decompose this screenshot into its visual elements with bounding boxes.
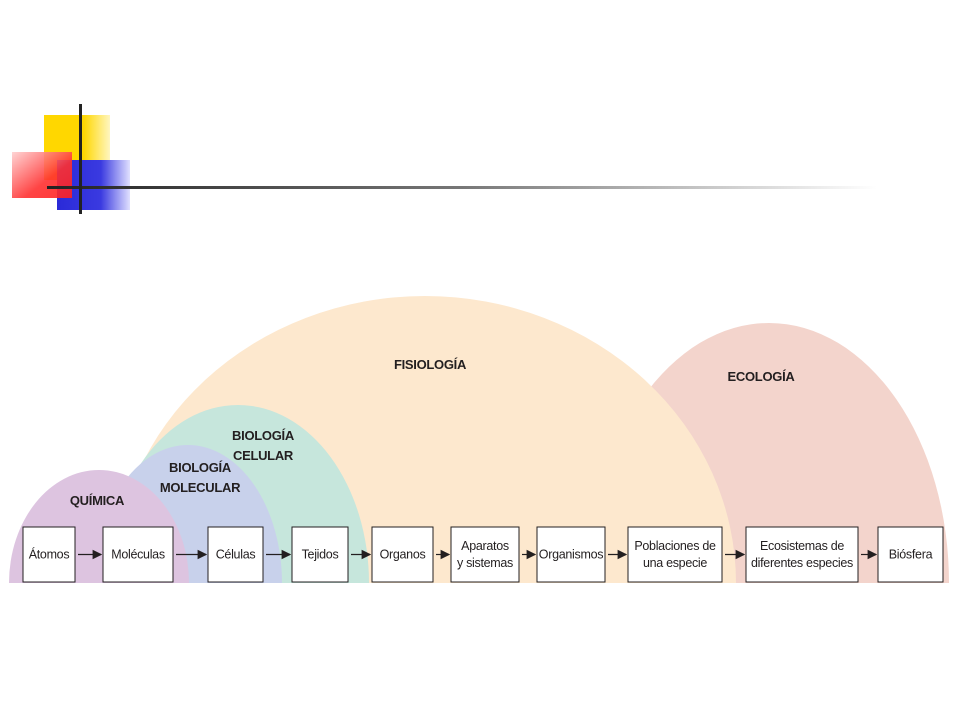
level-label: diferentes especies	[751, 556, 853, 570]
domain-label: CELULAR	[233, 448, 294, 463]
level-label: Aparatos	[461, 539, 509, 553]
level-label: Átomos	[29, 547, 70, 562]
level-box	[371, 526, 434, 583]
level-label: una especie	[643, 556, 707, 570]
level-boxes: Átomos Moléculas Células Tejidos Organos Apar…	[22, 526, 944, 583]
level-label: Ecosistemas de	[760, 539, 844, 553]
domain-label: FISIOLOGÍA	[394, 357, 467, 372]
level-box	[102, 526, 174, 583]
level-label: Poblaciones de	[634, 539, 716, 553]
level-box	[207, 526, 264, 583]
domain-label: BIOLOGÍA	[232, 428, 295, 443]
decoration	[12, 104, 877, 214]
level-box	[291, 526, 349, 583]
domain-label: ECOLOGÍA	[728, 369, 796, 384]
domain-label: MOLECULAR	[160, 480, 241, 495]
level-label: Tejidos	[302, 548, 339, 562]
level-label: Organos	[380, 548, 426, 562]
level-box	[745, 526, 859, 583]
level-box	[877, 526, 944, 583]
level-box	[22, 526, 76, 583]
domain-label: QUÍMICA	[70, 493, 125, 508]
level-label: Moléculas	[111, 548, 165, 562]
level-label: Organismos	[539, 548, 603, 562]
level-box	[450, 526, 520, 583]
level-label: Células	[216, 548, 256, 562]
domain-label: BIOLOGÍA	[169, 460, 232, 475]
level-label: Biósfera	[889, 548, 933, 562]
level-box	[627, 526, 723, 583]
level-label: y sistemas	[457, 556, 513, 570]
level-box	[536, 526, 606, 583]
